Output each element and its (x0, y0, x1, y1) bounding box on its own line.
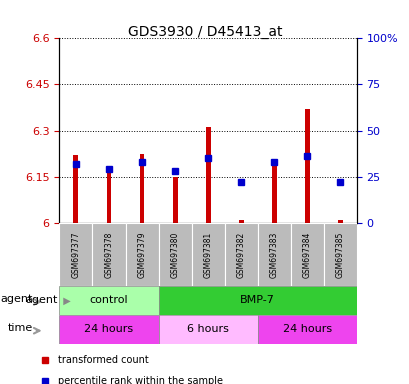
Bar (304, 109, 309, 223)
Bar (205, 127, 210, 223)
Bar (257, 223, 290, 286)
Text: ▶: ▶ (57, 295, 71, 306)
Text: GSM697377: GSM697377 (71, 231, 80, 278)
Bar (59, 286, 158, 315)
Bar (191, 223, 224, 286)
Bar (59, 315, 158, 344)
Bar (271, 164, 276, 223)
Text: GSM697381: GSM697381 (203, 231, 212, 278)
Bar (323, 223, 356, 286)
Text: GSM697382: GSM697382 (236, 231, 245, 278)
Text: GSM697383: GSM697383 (269, 231, 278, 278)
Text: GSM697380: GSM697380 (170, 231, 179, 278)
Bar (158, 315, 257, 344)
Bar (290, 223, 323, 286)
Bar (172, 177, 177, 223)
Bar (125, 223, 158, 286)
Bar (139, 154, 144, 223)
Text: control: control (90, 295, 128, 306)
Text: 24 hours: 24 hours (84, 324, 133, 334)
Text: time: time (7, 323, 33, 333)
Bar (73, 155, 78, 223)
Text: GSM697385: GSM697385 (335, 231, 344, 278)
Text: BMP-7: BMP-7 (240, 295, 274, 306)
Text: percentile rank within the sample: percentile rank within the sample (58, 376, 222, 384)
Text: GSM697379: GSM697379 (137, 231, 146, 278)
Bar (92, 223, 125, 286)
Text: GSM697378: GSM697378 (104, 231, 113, 278)
Bar (106, 172, 111, 223)
Bar (257, 315, 356, 344)
Text: GDS3930 / D45413_at: GDS3930 / D45413_at (128, 25, 281, 39)
Bar (224, 223, 257, 286)
Bar (158, 286, 356, 315)
Text: 6 hours: 6 hours (187, 324, 229, 334)
Text: 24 hours: 24 hours (282, 324, 331, 334)
Text: transformed count: transformed count (58, 356, 148, 366)
Text: agent: agent (0, 294, 33, 304)
Text: agent: agent (25, 295, 57, 306)
Bar (238, 220, 243, 223)
Text: GSM697384: GSM697384 (302, 231, 311, 278)
Bar (337, 220, 342, 223)
Bar (158, 223, 191, 286)
Bar (59, 223, 92, 286)
